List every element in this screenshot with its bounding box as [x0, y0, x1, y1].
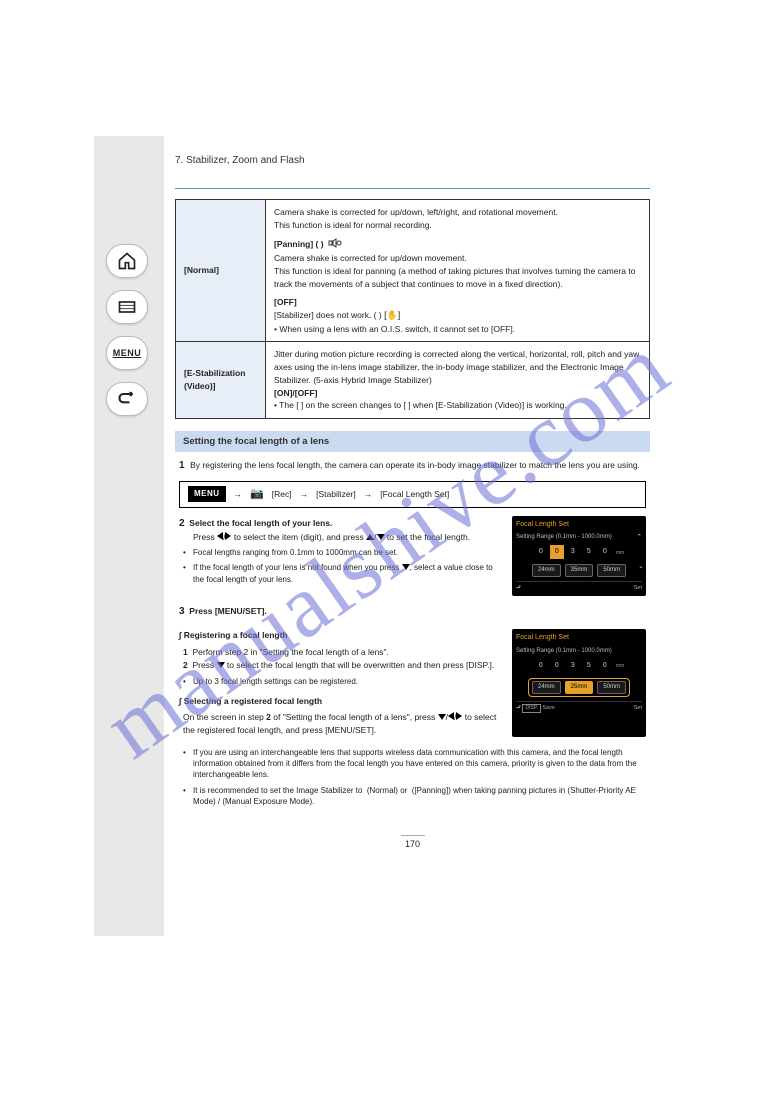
chevron-down-icon: ⌄ [638, 563, 644, 570]
focal-length-heading: Setting the focal length of a lens [175, 431, 650, 452]
focal-length-body: 1 By registering the lens focal length, … [175, 452, 650, 857]
menu-tag: MENU [188, 486, 226, 502]
fullscreen-icon [117, 297, 137, 317]
camera-screen-2: Focal Length Set Setting Range (0.1mm - … [512, 629, 646, 737]
home-button[interactable] [106, 244, 148, 278]
page-number: 170 [401, 835, 425, 852]
down-arrow-icon [377, 534, 385, 540]
step-1: 1 By registering the lens focal length, … [179, 458, 646, 473]
menu-path: MENU → 📷 [Rec] → [Stabilizer] → [Focal L… [179, 481, 646, 508]
menu-button[interactable]: MENU [106, 336, 148, 370]
footer-note: It is recommended to set the Image Stabi… [193, 785, 646, 807]
panning-icon [328, 238, 342, 253]
cell-label: [Normal] [176, 200, 266, 342]
step-3: 3 Press [MENU/SET]. [179, 604, 646, 619]
stabilizer-table: [Normal] Camera shake is corrected for u… [175, 199, 650, 419]
camera-icon: 📷 [250, 486, 264, 503]
camera-screen-1: Focal Length Set Setting Range (0.1mm - … [512, 516, 646, 597]
note: If the focal length of your lens is not … [193, 562, 502, 584]
right-arrow-icon [225, 532, 231, 540]
cell-body: Camera shake is corrected for up/down, l… [266, 200, 650, 342]
up-arrow-icon [366, 534, 374, 540]
back-icon [117, 389, 137, 409]
note: Focal lengths ranging from 0.1mm to 1000… [193, 547, 502, 558]
back-button[interactable] [106, 382, 148, 416]
header-rule [175, 188, 650, 189]
chevron-up-icon: ⌃ [636, 534, 642, 541]
left-arrow-icon [217, 532, 223, 540]
fullscreen-button[interactable] [106, 290, 148, 324]
table-row: [Normal] Camera shake is corrected for u… [176, 200, 650, 342]
section-title: 7. Stabilizer, Zoom and Flash [175, 155, 650, 166]
cell-body: Jitter during motion picture recording i… [266, 342, 650, 419]
nav-button-group: MENU [106, 244, 148, 416]
menu-label: MENU [113, 348, 142, 358]
home-icon [117, 251, 137, 271]
registering-section: ∫ Registering a focal length 1 Perform s… [179, 629, 646, 737]
page-content: 7. Stabilizer, Zoom and Flash [Normal] C… [175, 155, 650, 857]
hand-icon: [✋] [384, 309, 400, 323]
step-2: 2 Select the focal length of your lens. … [179, 516, 646, 597]
cell-label: [E-Stabilization (Video)] [176, 342, 266, 419]
footer-note: If you are using an interchangeable lens… [193, 747, 646, 781]
table-row: [E-Stabilization (Video)] Jitter during … [176, 342, 650, 419]
